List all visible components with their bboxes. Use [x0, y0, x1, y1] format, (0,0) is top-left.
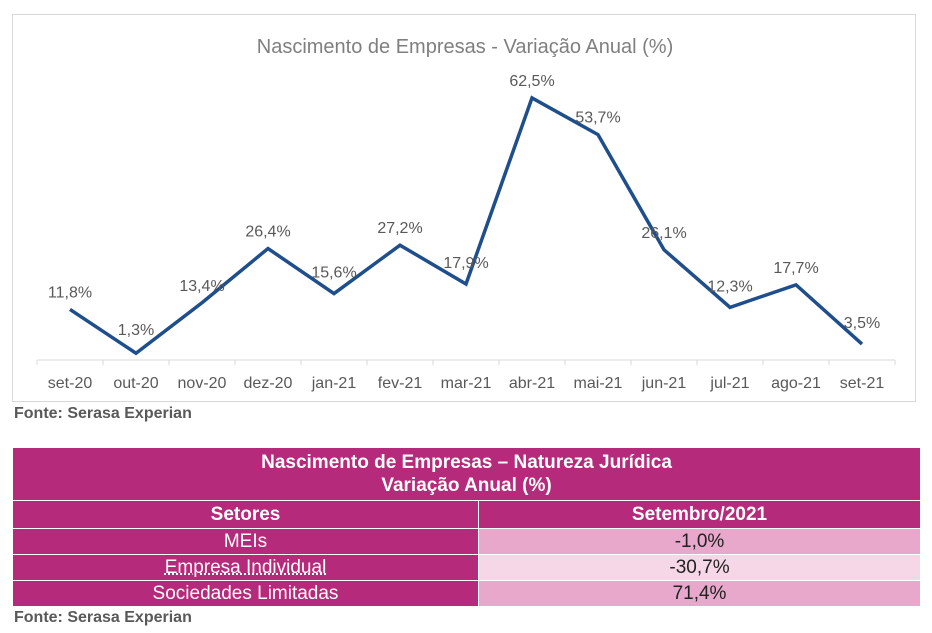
x-tick-label: set-21 — [840, 375, 885, 392]
x-tick-label: jan-21 — [311, 375, 357, 392]
x-tick-label: mar-21 — [441, 375, 492, 392]
chart-container: Nascimento de Empresas - Variação Anual … — [12, 14, 916, 402]
line-chart: Nascimento de Empresas - Variação Anual … — [36, 36, 896, 392]
row-value-empresa-individual: -30,7% — [477, 554, 922, 581]
column-header-setores: Setores — [12, 500, 479, 529]
table-row: Empresa Individual -30,7% — [12, 554, 922, 581]
x-tick-label: ago-21 — [771, 375, 821, 392]
data-label: 26,4% — [245, 224, 290, 241]
chart-title: Nascimento de Empresas - Variação Anual … — [257, 36, 673, 58]
column-header-period: Setembro/2021 — [477, 500, 922, 529]
series-line — [69, 95, 864, 356]
x-tick-label: abr-21 — [509, 375, 555, 392]
x-tick-label: jun-21 — [641, 375, 687, 392]
data-label: 15,6% — [311, 265, 356, 282]
table-source: Fonte: Serasa Experian — [14, 609, 192, 626]
data-label: 62,5% — [509, 73, 554, 90]
row-value-meis: -1,0% — [477, 528, 922, 555]
table-title-line2: Variação Anual (%) — [381, 475, 552, 496]
row-label-sociedades-limitadas: Sociedades Limitadas — [12, 580, 479, 607]
row-value-sociedades-limitadas: 71,4% — [477, 580, 922, 607]
x-tick-label: jul-21 — [709, 375, 749, 392]
data-label: 17,7% — [773, 260, 818, 277]
data-label: 53,7% — [575, 110, 620, 127]
data-label: 26,1% — [641, 225, 686, 242]
data-label: 27,2% — [377, 220, 422, 237]
x-tick-label: fev-21 — [378, 375, 423, 392]
chart-source: Fonte: Serasa Experian — [14, 405, 192, 422]
row-label-empresa-individual: Empresa Individual — [12, 554, 479, 581]
data-label: 3,5% — [844, 315, 880, 332]
table-row: Sociedades Limitadas 71,4% — [12, 580, 922, 607]
data-label: 11,8% — [48, 284, 92, 301]
data-label: 17,9% — [443, 255, 488, 272]
row-label-text: Empresa Individual — [164, 556, 327, 578]
data-label: 12,3% — [707, 278, 752, 295]
x-tick-label: dez-20 — [244, 375, 293, 392]
data-label: 1,3% — [118, 322, 154, 339]
row-label-meis: MEIs — [12, 528, 479, 555]
data-label: 13,4% — [179, 278, 224, 295]
table-row: MEIs -1,0% — [12, 528, 922, 555]
table-title: Nascimento de Empresas – Natureza Jurídi… — [11, 447, 922, 501]
x-tick-label: mai-21 — [574, 375, 623, 392]
x-tick-label: set-20 — [48, 375, 93, 392]
legal-nature-table: Nascimento de Empresas – Natureza Jurídi… — [11, 447, 922, 607]
x-tick-label: out-20 — [113, 375, 158, 392]
table-title-line1: Nascimento de Empresas – Natureza Jurídi… — [261, 452, 672, 473]
x-tick-label: nov-20 — [178, 375, 227, 392]
